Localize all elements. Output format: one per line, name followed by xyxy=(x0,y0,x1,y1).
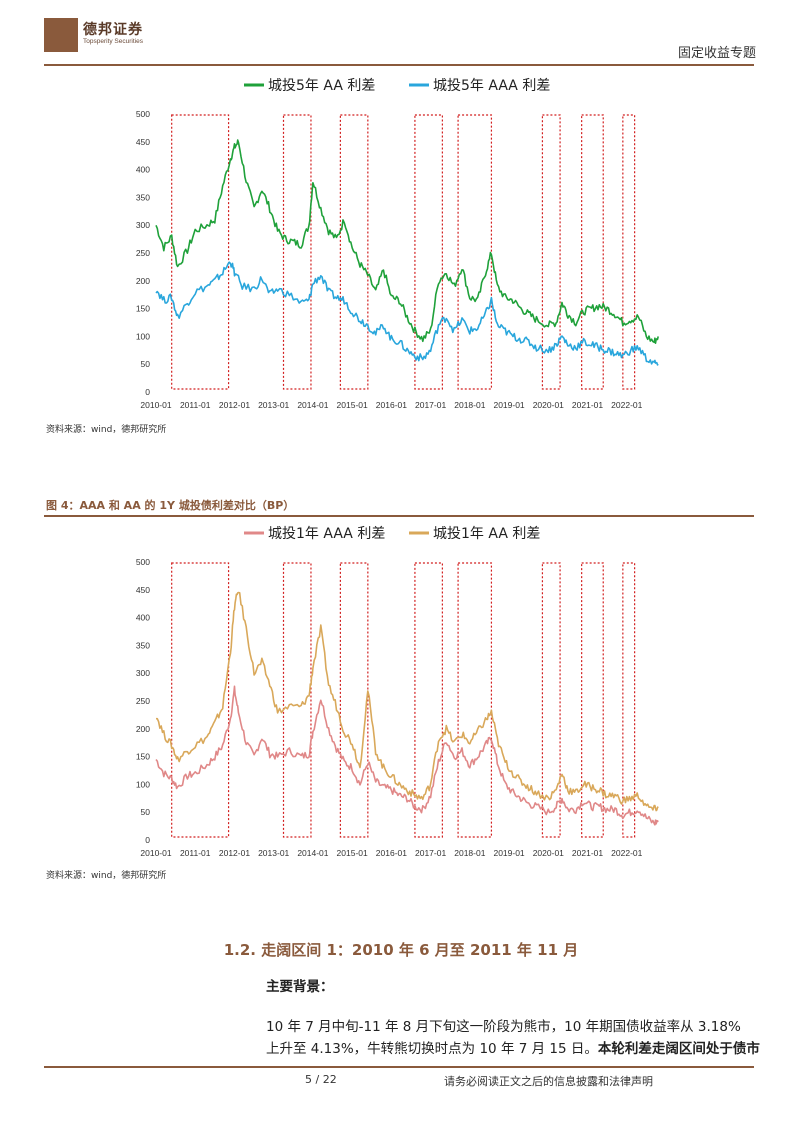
company-name-en: Topsperity Securities xyxy=(83,38,143,45)
section-title: 1.2. 走阔区间 1：2010 年 6 月至 2011 年 11 月 xyxy=(223,941,579,959)
chart2-x-tick-5: 2015-01 xyxy=(337,848,368,858)
page-number: 5 / 22 xyxy=(305,1073,337,1086)
chart2-legend-label-1: 城投1年 AA 利差 xyxy=(433,526,540,542)
chart2-x-tick-0: 2010-01 xyxy=(140,848,171,858)
chart-1y-spread: 城投1年 AAA 利差 城投1年 AA 利差 0 50 100 150 200 250 300 3… xyxy=(136,526,659,858)
chart2-x-tick-9: 2019-01 xyxy=(493,848,524,858)
chart2-x-tick-3: 2013-01 xyxy=(258,848,289,858)
chart1-series-line-0 xyxy=(155,139,659,344)
header-divider xyxy=(44,64,754,66)
chart2-x-tick-4: 2014-01 xyxy=(297,848,328,858)
background-label: 主要背景： xyxy=(266,979,334,995)
chart2-interval-box-6 xyxy=(581,562,604,838)
chart-5y-spread: 城投5年 AA 利差 城投5年 AAA 利差 0 50 100 150 200 250 300 3… xyxy=(136,78,659,410)
chart1-y-tick-7: 350 xyxy=(136,192,150,202)
paragraph-line-2-bold: 本轮利差走阔区间处于债市 xyxy=(597,1041,760,1057)
chart2-series-line-0 xyxy=(155,685,659,826)
chart1-y-tick-8: 400 xyxy=(136,165,150,175)
chart1-y-tick-5: 250 xyxy=(136,248,150,258)
chart2-y-tick-7: 350 xyxy=(136,640,150,650)
chart1-y-tick-9: 450 xyxy=(136,137,150,147)
chart1-interval-box-2 xyxy=(339,114,369,390)
chart1-legend-label-0: 城投5年 AA 利差 xyxy=(268,78,375,94)
chart1-interval-box-1 xyxy=(282,114,312,390)
chart1-y-tick-3: 150 xyxy=(136,304,150,314)
chart2-interval-box-1 xyxy=(282,562,312,838)
company-name: 德邦证券 xyxy=(83,22,143,38)
company-logo-icon xyxy=(44,18,78,52)
figure-caption: 图 4：AAA 和 AA 的 1Y 城投债利差对比（BP） xyxy=(46,499,295,512)
chart1-y-tick-6: 300 xyxy=(136,220,150,230)
chart1-x-tick-9: 2019-01 xyxy=(493,400,524,410)
chart2-interval-box-2 xyxy=(339,562,369,838)
chart1-interval-box-3 xyxy=(414,114,443,390)
chart1-interval-box-5 xyxy=(541,114,561,390)
chart2-x-tick-8: 2018-01 xyxy=(454,848,485,858)
chart2-interval-box-7 xyxy=(622,562,636,838)
caption-divider xyxy=(44,515,754,517)
chart1-x-tick-10: 2020-01 xyxy=(533,400,564,410)
chart2-y-tick-8: 400 xyxy=(136,613,150,623)
chart1-interval-box-0 xyxy=(171,114,230,390)
chart2-interval-box-3 xyxy=(414,562,443,838)
chart2-interval-box-0 xyxy=(171,562,230,838)
chart2-y-tick-1: 50 xyxy=(141,807,151,817)
chart2-source: 资料来源：wind，德邦研究所 xyxy=(46,871,167,881)
chart1-x-tick-1: 2011-01 xyxy=(180,400,211,410)
chart1-x-tick-2: 2012-01 xyxy=(219,400,250,410)
chart1-y-tick-10: 500 xyxy=(136,109,150,119)
chart2-y-tick-0: 0 xyxy=(145,835,150,845)
chart2-x-tick-11: 2021-01 xyxy=(572,848,603,858)
chart1-source: 资料来源：wind，德邦研究所 xyxy=(46,425,167,435)
chart1-interval-box-7 xyxy=(622,114,636,390)
chart1-x-tick-5: 2015-01 xyxy=(337,400,368,410)
footer-divider xyxy=(44,1066,754,1068)
chart2-x-tick-12: 2022-01 xyxy=(611,848,642,858)
chart2-x-tick-10: 2020-01 xyxy=(533,848,564,858)
chart1-x-tick-12: 2022-01 xyxy=(611,400,642,410)
chart1-y-tick-1: 50 xyxy=(141,359,151,369)
paragraph-line-2: 上升至 4.13%，牛转熊切换时点为 10 年 7 月 15 日。本轮利差走阔区… xyxy=(266,1036,760,1063)
chart1-interval-box-4 xyxy=(457,114,493,390)
chart1-x-tick-11: 2021-01 xyxy=(572,400,603,410)
chart2-y-tick-6: 300 xyxy=(136,668,150,678)
page-header: 德邦证券 Topsperity Securities 固定收益专题 xyxy=(0,0,802,70)
chart1-y-tick-2: 100 xyxy=(136,331,150,341)
chart1-x-tick-6: 2016-01 xyxy=(376,400,407,410)
chart1-y-tick-4: 200 xyxy=(136,276,150,286)
chart1-x-tick-0: 2010-01 xyxy=(140,400,171,410)
chart2-legend-label-0: 城投1年 AAA 利差 xyxy=(268,526,385,542)
paragraph-line-2-text: 上升至 4.13%，牛转熊切换时点为 10 年 7 月 15 日。 xyxy=(266,1041,598,1057)
chart2-series-line-1 xyxy=(156,591,659,812)
chart1-legend-label-1: 城投5年 AAA 利差 xyxy=(433,78,550,94)
section-label: 固定收益专题 xyxy=(677,46,756,61)
chart2-y-tick-5: 250 xyxy=(136,696,150,706)
chart1-x-tick-8: 2018-01 xyxy=(454,400,485,410)
chart1-x-tick-4: 2014-01 xyxy=(297,400,328,410)
chart2-y-tick-10: 500 xyxy=(136,557,150,567)
chart2-x-tick-1: 2011-01 xyxy=(180,848,211,858)
chart2-x-tick-7: 2017-01 xyxy=(415,848,446,858)
chart2-x-tick-2: 2012-01 xyxy=(219,848,250,858)
chart2-y-tick-9: 450 xyxy=(136,585,150,595)
chart2-interval-box-5 xyxy=(541,562,561,838)
footer-disclaimer: 请务必阅读正文之后的信息披露和法律声明 xyxy=(444,1075,653,1088)
chart2-interval-box-4 xyxy=(457,562,493,838)
chart2-y-tick-4: 200 xyxy=(136,724,150,734)
chart2-x-tick-6: 2016-01 xyxy=(376,848,407,858)
chart2-y-tick-2: 100 xyxy=(136,779,150,789)
chart1-x-tick-7: 2017-01 xyxy=(415,400,446,410)
chart1-y-tick-0: 0 xyxy=(145,387,150,397)
chart2-y-tick-3: 150 xyxy=(136,752,150,762)
chart1-x-tick-3: 2013-01 xyxy=(258,400,289,410)
chart1-series-line-1 xyxy=(155,261,659,366)
paragraph-line-1: 10 年 7 月中旬-11 年 8 月下旬这一阶段为熊市，10 年期国债收益率从… xyxy=(266,1019,741,1035)
